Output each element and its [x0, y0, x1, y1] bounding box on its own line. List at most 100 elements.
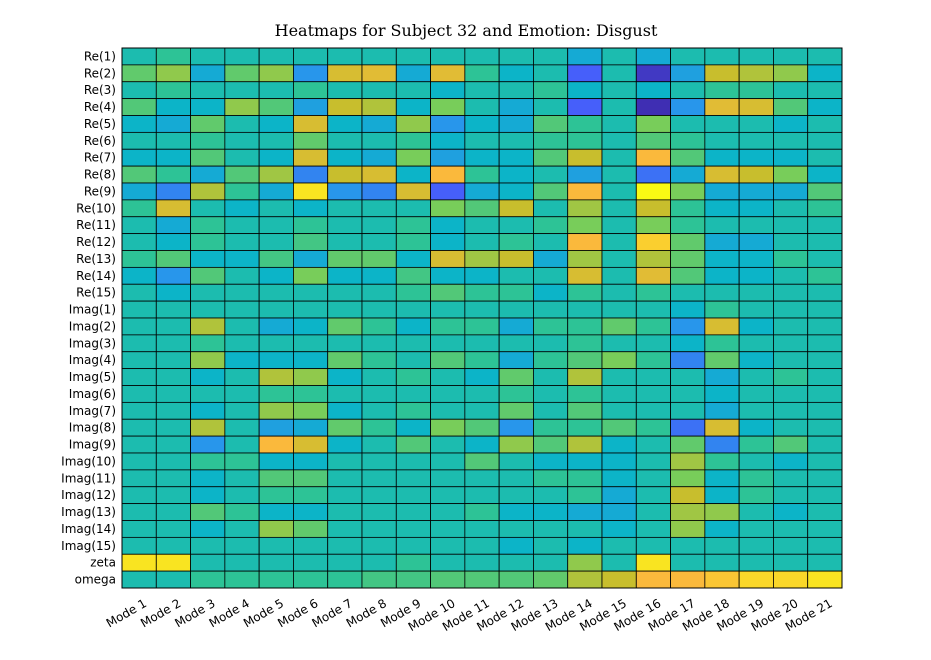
- heatmap-cell: [773, 115, 809, 133]
- heatmap-cell: [327, 115, 363, 133]
- y-tick-label: Re(7): [84, 151, 116, 165]
- heatmap-cell: [807, 47, 843, 66]
- heatmap-cell: [498, 199, 534, 218]
- heatmap-cell: [567, 250, 603, 268]
- heatmap-cell: [704, 266, 740, 285]
- heatmap-cell: [704, 520, 740, 538]
- heatmap-cell: [533, 115, 569, 133]
- heatmap-cell: [121, 368, 157, 386]
- heatmap-cell: [670, 47, 706, 66]
- heatmap-cell: [601, 334, 637, 353]
- heatmap-cell: [704, 486, 740, 505]
- heatmap-cell: [190, 570, 226, 589]
- heatmap-cell: [704, 536, 740, 555]
- heatmap-cell: [635, 250, 671, 268]
- heatmap-cell: [807, 317, 843, 336]
- heatmap-cell: [567, 536, 603, 555]
- heatmap-cell: [773, 250, 809, 268]
- heatmap-cell: [635, 435, 671, 454]
- heatmap-cell: [635, 486, 671, 505]
- heatmap-cell: [635, 469, 671, 488]
- heatmap-cell: [635, 233, 671, 251]
- heatmap-cell: [533, 553, 569, 572]
- heatmap-cell: [533, 47, 569, 66]
- heatmap-cell: [567, 385, 603, 403]
- heatmap-cell: [567, 131, 603, 150]
- heatmap-cell: [190, 503, 226, 521]
- heatmap-cell: [361, 199, 397, 218]
- heatmap-cell: [704, 435, 740, 454]
- y-tick-label: Imag(8): [69, 421, 116, 435]
- heatmap-cell: [258, 81, 294, 100]
- heatmap-cell: [738, 250, 774, 268]
- heatmap-cell: [395, 486, 431, 505]
- heatmap-cell: [601, 250, 637, 268]
- heatmap-cell: [361, 536, 397, 555]
- heatmap-cell: [224, 553, 260, 572]
- y-tick-label: zeta: [90, 556, 116, 570]
- heatmap-cell: [601, 469, 637, 488]
- heatmap-cell: [258, 418, 294, 437]
- heatmap-cell: [498, 334, 534, 353]
- heatmap-cell: [430, 385, 466, 403]
- heatmap-cell: [224, 64, 260, 83]
- heatmap-cell: [567, 351, 603, 370]
- heatmap-cell: [601, 266, 637, 285]
- heatmap-cell: [155, 401, 191, 420]
- heatmap-cell: [807, 98, 843, 116]
- heatmap-cell: [190, 115, 226, 133]
- heatmap-cell: [155, 520, 191, 538]
- heatmap-cell: [293, 131, 329, 150]
- heatmap-cell: [293, 300, 329, 319]
- heatmap-cell: [293, 503, 329, 521]
- heatmap-cell: [464, 486, 500, 505]
- heatmap-cell: [327, 64, 363, 83]
- heatmap-cell: [773, 98, 809, 116]
- heatmap-cell: [395, 385, 431, 403]
- heatmap-cell: [533, 283, 569, 302]
- heatmap-cell: [155, 418, 191, 437]
- heatmap-cell: [155, 283, 191, 302]
- heatmap-cell: [498, 216, 534, 235]
- heatmap-cell: [670, 250, 706, 268]
- heatmap-cell: [567, 283, 603, 302]
- heatmap-cell: [567, 469, 603, 488]
- heatmap-cell: [190, 182, 226, 201]
- heatmap-cell: [293, 469, 329, 488]
- heatmap-cell: [155, 250, 191, 268]
- heatmap-cell: [498, 266, 534, 285]
- heatmap-cell: [533, 418, 569, 437]
- heatmap-cell: [430, 334, 466, 353]
- heatmap-cell: [498, 469, 534, 488]
- heatmap-cell: [704, 418, 740, 437]
- heatmap-cell: [567, 115, 603, 133]
- heatmap-cell: [601, 520, 637, 538]
- heatmap-cell: [258, 385, 294, 403]
- heatmap-cell: [635, 452, 671, 471]
- heatmap-cell: [807, 233, 843, 251]
- heatmap-cell: [395, 368, 431, 386]
- heatmap-cell: [601, 317, 637, 336]
- heatmap-cell: [567, 216, 603, 235]
- heatmap-cell: [293, 553, 329, 572]
- heatmap-cell: [773, 283, 809, 302]
- heatmap-cell: [430, 553, 466, 572]
- heatmap-cell: [293, 570, 329, 589]
- heatmap-cell: [704, 216, 740, 235]
- heatmap-cell: [430, 452, 466, 471]
- heatmap-cell: [430, 570, 466, 589]
- heatmap-cell: [155, 553, 191, 572]
- heatmap-cell: [738, 131, 774, 150]
- heatmap-cell: [293, 368, 329, 386]
- heatmap-cell: [361, 115, 397, 133]
- heatmap-cell: [395, 536, 431, 555]
- heatmap-cell: [533, 520, 569, 538]
- heatmap-cell: [395, 131, 431, 150]
- heatmap-cell: [773, 452, 809, 471]
- heatmap-cell: [807, 283, 843, 302]
- heatmap-cell: [155, 216, 191, 235]
- heatmap-cell: [258, 131, 294, 150]
- heatmap-cell: [258, 98, 294, 116]
- heatmap-cell: [635, 283, 671, 302]
- heatmap-cell: [773, 553, 809, 572]
